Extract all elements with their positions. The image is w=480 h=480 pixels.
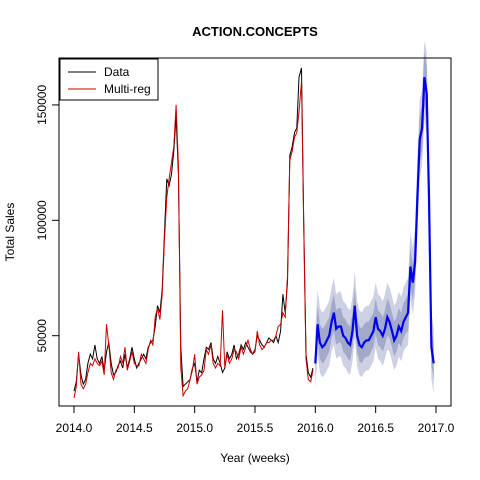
x-tick-label: 2014.0 bbox=[56, 421, 93, 435]
legend-label-data: Data bbox=[104, 65, 130, 79]
legend-label-multireg: Multi-reg bbox=[104, 82, 151, 96]
series-line-data bbox=[73, 67, 314, 392]
y-tick-label: 100000 bbox=[35, 200, 49, 240]
x-axis: 2014.0 2014.5 2015.0 2015.5 2016.0 2016.5 2017… bbox=[56, 405, 455, 435]
x-tick-label: 2015.5 bbox=[237, 421, 274, 435]
forecast-interval-bands bbox=[315, 40, 434, 394]
x-tick-label: 2017.0 bbox=[418, 421, 455, 435]
x-tick-label: 2016.5 bbox=[357, 421, 394, 435]
x-axis-label: Year (weeks) bbox=[220, 451, 290, 465]
legend-box bbox=[59, 58, 159, 101]
y-tick-label: 150000 bbox=[35, 85, 49, 125]
y-axis-label: Total Sales bbox=[3, 203, 17, 262]
y-tick-label: 50000 bbox=[35, 319, 49, 353]
band-80 bbox=[315, 51, 434, 380]
series-line-forecast bbox=[314, 77, 435, 364]
x-tick-label: 2015.0 bbox=[176, 421, 213, 435]
x-tick-label: 2014.5 bbox=[116, 421, 153, 435]
legend: Data Multi-reg bbox=[59, 58, 159, 101]
x-tick-label: 2016.0 bbox=[297, 421, 334, 435]
y-axis: 50000 100000 150000 bbox=[35, 85, 60, 353]
chart-title: ACTION.CONCEPTS bbox=[192, 24, 318, 39]
series-line-multireg bbox=[73, 81, 314, 399]
series-lines bbox=[73, 67, 435, 399]
